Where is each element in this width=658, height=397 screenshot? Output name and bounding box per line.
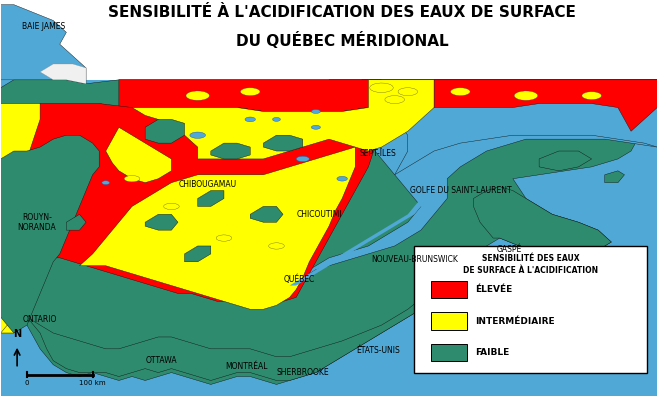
Bar	[431, 344, 467, 362]
Polygon shape	[102, 181, 110, 185]
Text: FAIBLE: FAIBLE	[476, 348, 510, 357]
Text: BAIE JAMES: BAIE JAMES	[22, 22, 65, 31]
Polygon shape	[1, 104, 40, 333]
Polygon shape	[370, 83, 393, 93]
Polygon shape	[184, 246, 211, 262]
Polygon shape	[14, 104, 382, 305]
Text: ÉLEVÉE: ÉLEVÉE	[476, 285, 513, 294]
Polygon shape	[290, 167, 447, 285]
Polygon shape	[296, 156, 309, 162]
Polygon shape	[1, 135, 99, 333]
Text: 100 km: 100 km	[80, 380, 106, 387]
Text: INTERMÉDIAIRE: INTERMÉDIAIRE	[476, 317, 555, 326]
Polygon shape	[474, 187, 611, 258]
Polygon shape	[216, 235, 232, 241]
Polygon shape	[434, 80, 657, 131]
Bar	[1, 1, 657, 80]
Bar	[431, 312, 467, 330]
Text: CHIBOUGAMAU: CHIBOUGAMAU	[178, 180, 237, 189]
Polygon shape	[190, 132, 205, 139]
Polygon shape	[40, 64, 86, 84]
Text: OTTAWA: OTTAWA	[146, 356, 178, 365]
Polygon shape	[80, 147, 355, 309]
Text: SEPT-ÎLES: SEPT-ÎLES	[360, 148, 397, 158]
Polygon shape	[197, 191, 224, 206]
Text: N: N	[13, 329, 21, 339]
Polygon shape	[362, 80, 657, 175]
Text: CHICOUTIMI: CHICOUTIMI	[296, 210, 342, 219]
Polygon shape	[451, 88, 470, 96]
Text: MONTRÉAL: MONTRÉAL	[226, 362, 268, 371]
Polygon shape	[290, 80, 657, 285]
Polygon shape	[539, 151, 592, 171]
Polygon shape	[1, 270, 461, 380]
Polygon shape	[311, 125, 320, 129]
Text: ROUYN-
NORANDA: ROUYN- NORANDA	[17, 212, 56, 232]
Text: GOLFE DU SAINT-LAURENT: GOLFE DU SAINT-LAURENT	[409, 186, 511, 195]
Polygon shape	[385, 96, 405, 104]
Text: SHERBROOKE: SHERBROOKE	[276, 368, 329, 377]
Text: SENSIBILITÉ DES EAUX
DE SURFACE À L'ACIDIFICATION: SENSIBILITÉ DES EAUX DE SURFACE À L'ACID…	[463, 254, 599, 275]
Text: SENSIBILITÉ À L'ACIDIFICATION DES EAUX DE SURFACE: SENSIBILITÉ À L'ACIDIFICATION DES EAUX D…	[108, 5, 576, 19]
Polygon shape	[66, 214, 86, 230]
Text: ÉTATS-UNIS: ÉTATS-UNIS	[357, 346, 400, 355]
Polygon shape	[582, 92, 601, 100]
Polygon shape	[186, 91, 209, 100]
Bar	[431, 281, 467, 298]
Polygon shape	[605, 171, 624, 183]
Polygon shape	[211, 143, 250, 159]
Polygon shape	[398, 88, 418, 96]
Text: GASPÉ: GASPÉ	[497, 245, 522, 254]
FancyBboxPatch shape	[415, 246, 647, 372]
Text: ONTARIO: ONTARIO	[23, 315, 57, 324]
Polygon shape	[245, 117, 255, 122]
Polygon shape	[272, 118, 280, 121]
Text: NOUVEAU-BRUNSWICK: NOUVEAU-BRUNSWICK	[371, 255, 458, 264]
Polygon shape	[240, 88, 260, 96]
Polygon shape	[124, 175, 140, 182]
Polygon shape	[268, 243, 284, 249]
Polygon shape	[263, 135, 303, 151]
Text: QUÉBEC: QUÉBEC	[284, 275, 315, 284]
Polygon shape	[1, 104, 119, 333]
Text: 0: 0	[25, 380, 29, 387]
Polygon shape	[1, 80, 657, 384]
Polygon shape	[311, 110, 320, 114]
Polygon shape	[1, 5, 86, 84]
Polygon shape	[164, 203, 179, 210]
Polygon shape	[145, 119, 184, 143]
Text: DU QUÉBEC MÉRIDIONAL: DU QUÉBEC MÉRIDIONAL	[236, 32, 449, 49]
Polygon shape	[250, 206, 283, 222]
Polygon shape	[515, 91, 538, 100]
Polygon shape	[132, 80, 434, 159]
Polygon shape	[106, 127, 172, 183]
Polygon shape	[145, 214, 178, 230]
Polygon shape	[337, 176, 347, 181]
Polygon shape	[119, 80, 382, 112]
